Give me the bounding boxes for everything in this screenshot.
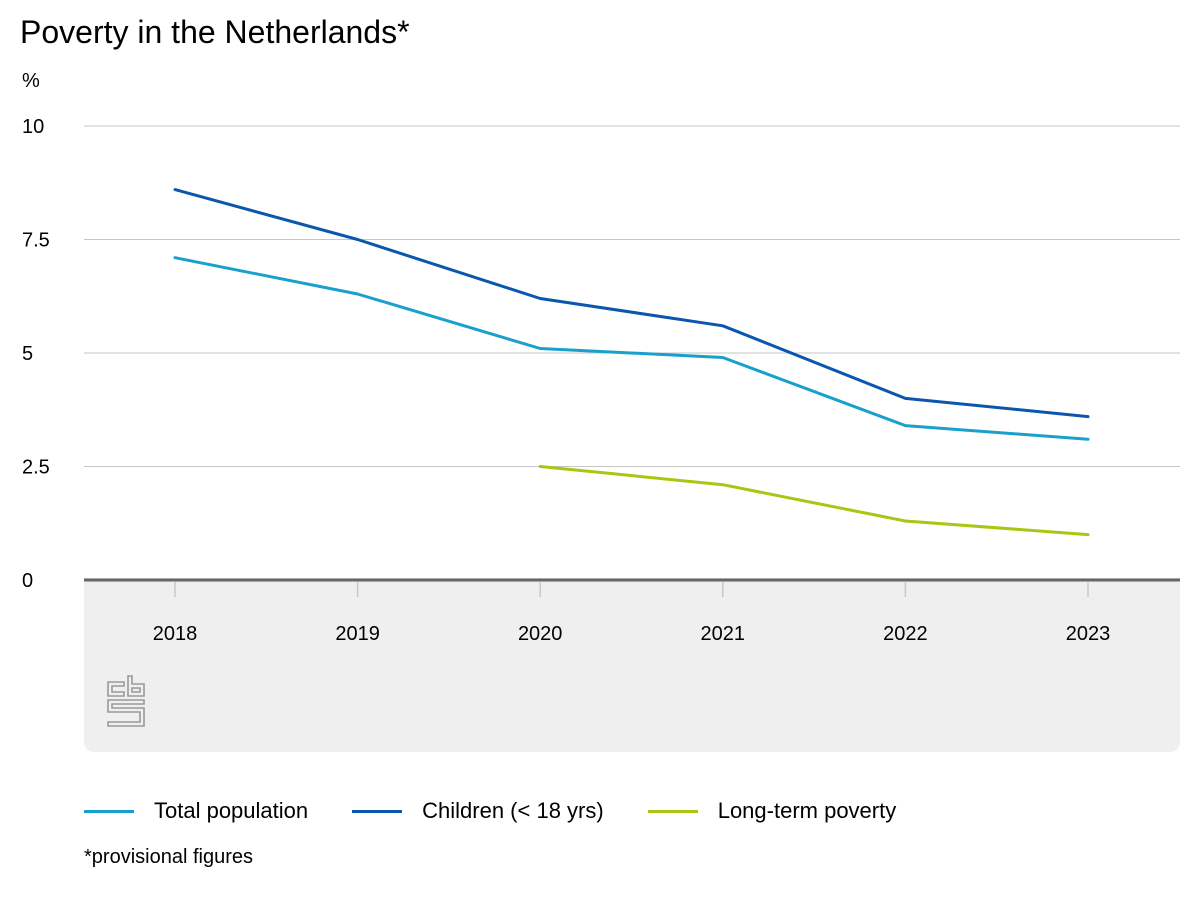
- y-axis-unit-label: %: [22, 70, 40, 92]
- legend-swatch: [647, 809, 698, 813]
- y-tick-label: 0: [22, 570, 33, 592]
- y-tick-label: 7.5: [22, 230, 50, 252]
- legend-item-children: Children (< 18 yrs): [352, 798, 604, 824]
- legend-label: Total population: [154, 798, 309, 823]
- legend-swatch: [352, 809, 403, 813]
- series-line-longterm: [538, 465, 1090, 537]
- legend-item-long-term-poverty: Long-term poverty: [647, 798, 897, 824]
- cbs-logo-glyph: [107, 675, 145, 727]
- x-tick-label: 2018: [153, 623, 198, 645]
- series-line-children: [173, 188, 1090, 419]
- x-tick-label: 2023: [1066, 623, 1111, 645]
- legend-label: Children (< 18 yrs): [422, 798, 604, 823]
- gridlines: [84, 125, 1180, 582]
- cbs-logo-icon: [107, 675, 145, 727]
- x-axis-band: [84, 578, 1180, 752]
- footnote: *provisional figures: [84, 846, 253, 868]
- legend: Total population Children (< 18 yrs) Lon…: [84, 798, 940, 824]
- x-tick-label: 2020: [518, 623, 563, 645]
- series-line-total: [173, 256, 1090, 441]
- y-tick-label: 5: [22, 343, 33, 365]
- cbs-logo-s: [107, 699, 145, 727]
- legend-swatch: [84, 809, 134, 813]
- y-tick-label: 10: [22, 116, 44, 138]
- chart-title: Poverty in the Netherlands*: [20, 14, 410, 50]
- x-tick-label: 2019: [335, 623, 380, 645]
- x-tick-label: 2021: [701, 623, 746, 645]
- legend-item-total-population: Total population: [84, 798, 308, 824]
- cbs-logo-b: [127, 675, 145, 697]
- x-tick-label: 2022: [883, 623, 928, 645]
- series-lines: [173, 188, 1090, 537]
- cbs-logo-c: [107, 681, 125, 697]
- legend-label: Long-term poverty: [717, 798, 897, 823]
- line-chart: 0 2.5 5 7.5 10 2018 2019 2020 2021 2022 2023: [22, 116, 1180, 752]
- y-tick-label: 2.5: [22, 457, 50, 479]
- x-axis-ticks: 2018 2019 2020 2021 2022 2023: [153, 582, 1111, 645]
- y-axis-ticks: 0 2.5 5 7.5 10: [22, 116, 50, 592]
